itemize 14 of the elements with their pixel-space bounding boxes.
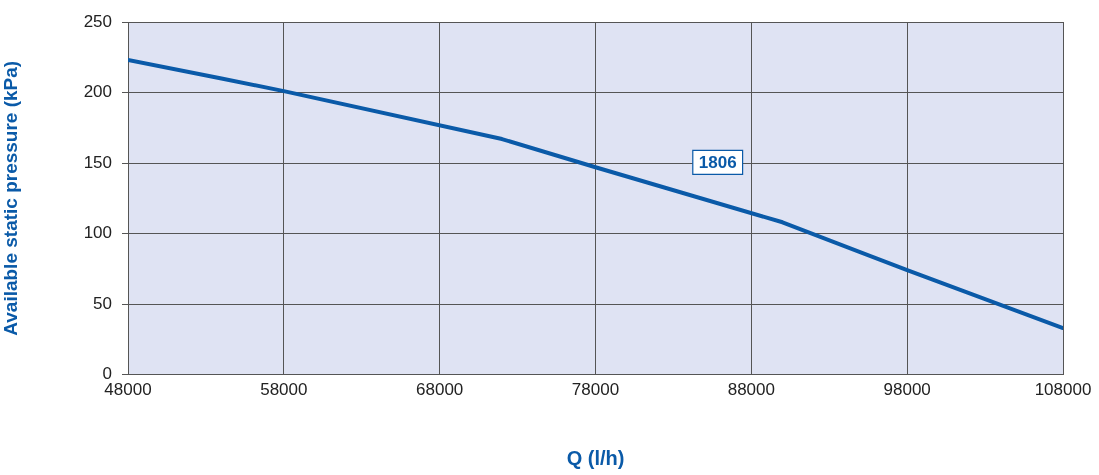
y-axis-title: Available static pressure (kPa) <box>0 60 21 336</box>
x-tick-label: 98000 <box>883 380 931 400</box>
y-tick-label: 200 <box>83 82 112 102</box>
x-tick-label: 58000 <box>260 380 308 400</box>
y-tick-label: 250 <box>83 11 112 31</box>
series-label: 1806 <box>698 152 737 172</box>
y-tick-label: 150 <box>83 152 112 172</box>
x-tick-label: 108000 <box>1034 380 1092 400</box>
x-tick-label: 78000 <box>571 380 620 400</box>
x-axis-title: Q (l/h) <box>566 446 625 469</box>
y-tick-label: 100 <box>83 223 112 243</box>
x-tick-label: 88000 <box>727 380 775 400</box>
y-tick-label: 50 <box>93 293 112 313</box>
x-tick-label: 68000 <box>416 380 464 400</box>
